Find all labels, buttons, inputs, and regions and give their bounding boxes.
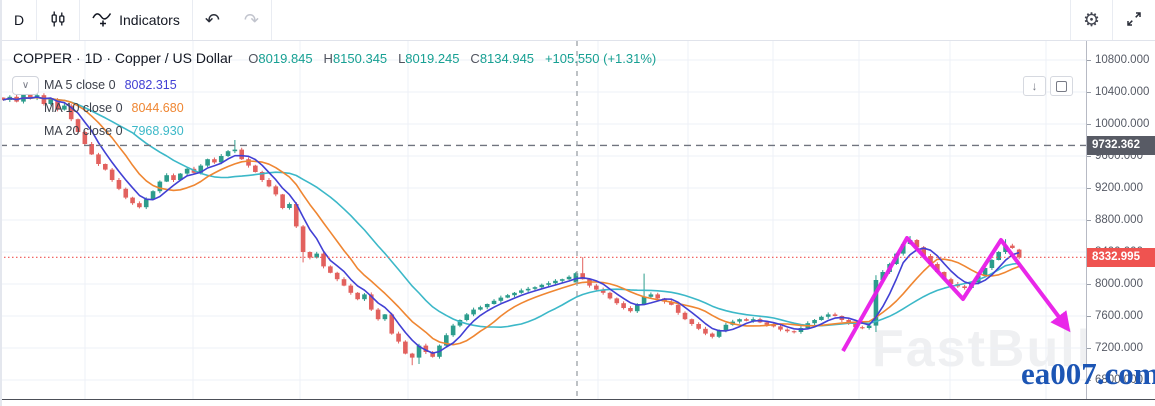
legend-collapse-button[interactable]: ∨ bbox=[12, 76, 39, 95]
price-axis-label: 6800.000 bbox=[1095, 374, 1143, 386]
ma10-legend-row[interactable]: MA 10 close 0 8044.680 bbox=[44, 101, 184, 115]
main-toolbar: D Indicators ↶ ↷ ⚙ bbox=[2, 0, 1155, 41]
page-left-edge bbox=[0, 0, 2, 406]
low-value: 8019.245 bbox=[405, 51, 460, 66]
price-axis-label: 9200.000 bbox=[1095, 182, 1143, 194]
change-value: +105.550 (+1.31%) bbox=[544, 51, 657, 66]
ma20-value: 7968.930 bbox=[131, 124, 184, 138]
close-label: C bbox=[470, 51, 480, 66]
axis-tick bbox=[1087, 60, 1091, 61]
price-axis[interactable]: 10800.000 10400.000 10000.000 9600.000 9200.… bbox=[1086, 41, 1155, 399]
axis-tick bbox=[1087, 92, 1091, 93]
settings-gear-icon[interactable]: ⚙ bbox=[1071, 0, 1112, 40]
site-watermark: ea007.com bbox=[1021, 356, 1155, 391]
time-axis[interactable] bbox=[0, 399, 1155, 406]
toolbar-right-group: ⚙ bbox=[1069, 0, 1155, 40]
high-value: 8150.345 bbox=[332, 51, 388, 66]
pane-controls: ↓ bbox=[1023, 76, 1073, 96]
ma20-legend-row[interactable]: MA 20 close 0 7968.930 bbox=[44, 124, 184, 138]
price-axis-label: 10800.000 bbox=[1095, 54, 1150, 66]
toolbar-divider bbox=[1069, 0, 1071, 40]
price-axis-label: 10400.000 bbox=[1095, 86, 1150, 98]
price-axis-label: 7600.000 bbox=[1095, 310, 1143, 322]
ma5-legend-row[interactable]: MA 5 close 0 8082.315 bbox=[44, 78, 177, 92]
fullscreen-arrows-icon bbox=[1125, 10, 1143, 31]
open-value: 8019.845 bbox=[258, 51, 313, 66]
chevron-down-icon: ∨ bbox=[21, 80, 30, 91]
ma10-value: 8044.680 bbox=[131, 101, 184, 115]
ma5-label: MA 5 close 0 bbox=[44, 78, 116, 92]
chart-style-button[interactable] bbox=[37, 0, 79, 40]
high-label: H bbox=[323, 51, 333, 66]
axis-tick bbox=[1087, 380, 1091, 381]
low-label: L bbox=[398, 51, 406, 66]
price-axis-label: 10000.000 bbox=[1095, 118, 1150, 130]
price-badge: 9732.362 bbox=[1087, 135, 1155, 155]
symbol-header: COPPER · 1D · Copper / US Dollar O8019.8… bbox=[13, 50, 663, 66]
chart-pane: FastBull COPPER · 1D · Copper / US Dolla… bbox=[0, 41, 1091, 399]
open-label: O bbox=[248, 51, 259, 66]
toolbar-divider bbox=[36, 0, 38, 40]
price-axis-label: 8000.000 bbox=[1095, 278, 1143, 290]
symbol-title[interactable]: COPPER · 1D · Copper / US Dollar bbox=[13, 50, 233, 66]
price-axis-label: 8800.000 bbox=[1095, 214, 1143, 226]
axis-tick bbox=[1087, 348, 1091, 349]
toolbar-divider bbox=[1112, 0, 1113, 40]
axis-tick bbox=[1087, 220, 1091, 221]
toolbar-divider bbox=[191, 0, 193, 40]
undo-button[interactable]: ↶ bbox=[193, 0, 232, 40]
close-value: 8134.945 bbox=[479, 51, 535, 66]
axis-tick bbox=[1087, 124, 1091, 125]
fullscreen-button[interactable] bbox=[1113, 0, 1155, 40]
price-axis-label: 7200.000 bbox=[1095, 342, 1143, 354]
indicators-label: Indicators bbox=[119, 12, 180, 28]
toolbar-divider bbox=[79, 0, 81, 40]
candlestick-icon bbox=[49, 10, 67, 31]
axis-tick bbox=[1087, 188, 1091, 189]
redo-button[interactable]: ↷ bbox=[232, 0, 271, 40]
pane-maximize-button[interactable] bbox=[1050, 76, 1073, 96]
interval-button[interactable]: D bbox=[2, 0, 36, 40]
axis-tick bbox=[1087, 156, 1091, 157]
toolbar-divider bbox=[271, 0, 273, 40]
price-badge: 8332.995 bbox=[1087, 247, 1155, 267]
ma5-value: 8082.315 bbox=[124, 78, 177, 92]
pane-move-down-button[interactable]: ↓ bbox=[1023, 76, 1046, 96]
candlestick-chart[interactable] bbox=[0, 41, 1086, 399]
ma10-label: MA 10 close 0 bbox=[44, 101, 123, 115]
axis-tick bbox=[1087, 316, 1091, 317]
indicators-button[interactable]: Indicators bbox=[80, 0, 192, 40]
indicator-wave-plus-icon bbox=[92, 10, 113, 30]
maximize-icon bbox=[1056, 80, 1067, 92]
ma20-label: MA 20 close 0 bbox=[44, 124, 123, 138]
arrow-down-icon: ↓ bbox=[1031, 79, 1038, 93]
axis-tick bbox=[1087, 284, 1091, 285]
